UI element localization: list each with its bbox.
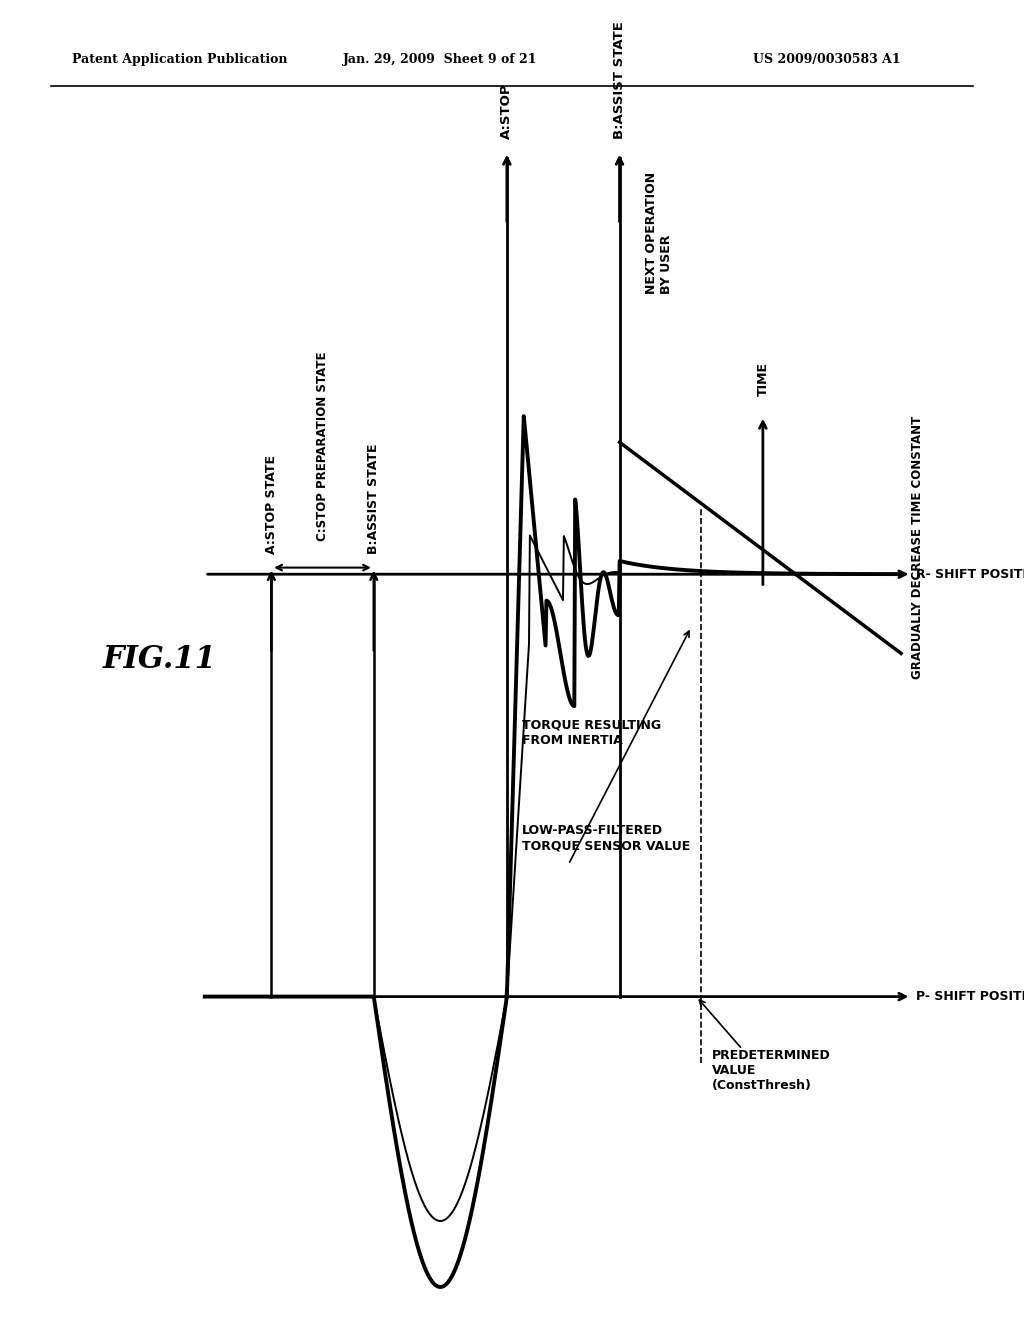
Text: B:ASSIST STATE: B:ASSIST STATE (613, 21, 626, 139)
Text: LOW-PASS-FILTERED
TORQUE SENSOR VALUE: LOW-PASS-FILTERED TORQUE SENSOR VALUE (522, 824, 690, 853)
Text: US 2009/0030583 A1: US 2009/0030583 A1 (754, 53, 901, 66)
Text: FIG.11: FIG.11 (102, 644, 216, 676)
Text: C:STOP PREPARATION STATE: C:STOP PREPARATION STATE (316, 351, 329, 541)
Text: Jan. 29, 2009  Sheet 9 of 21: Jan. 29, 2009 Sheet 9 of 21 (343, 53, 538, 66)
Text: A:STOP: A:STOP (501, 83, 513, 139)
Text: B:ASSIST STATE: B:ASSIST STATE (368, 444, 380, 554)
Text: NEXT OPERATION
BY USER: NEXT OPERATION BY USER (645, 172, 673, 294)
Text: TORQUE RESULTING
FROM INERTIA: TORQUE RESULTING FROM INERTIA (522, 718, 662, 747)
Text: P- SHIFT POSITION: P- SHIFT POSITION (916, 990, 1024, 1003)
Text: R- SHIFT POSITION: R- SHIFT POSITION (916, 568, 1024, 581)
Text: TIME: TIME (757, 362, 769, 396)
Text: GRADUALLY DECREASE TIME CONSTANT: GRADUALLY DECREASE TIME CONSTANT (911, 416, 925, 680)
Text: PREDETERMINED
VALUE
(ConstThresh): PREDETERMINED VALUE (ConstThresh) (712, 1049, 830, 1093)
Text: A:STOP STATE: A:STOP STATE (265, 455, 278, 554)
Text: Patent Application Publication: Patent Application Publication (72, 53, 287, 66)
